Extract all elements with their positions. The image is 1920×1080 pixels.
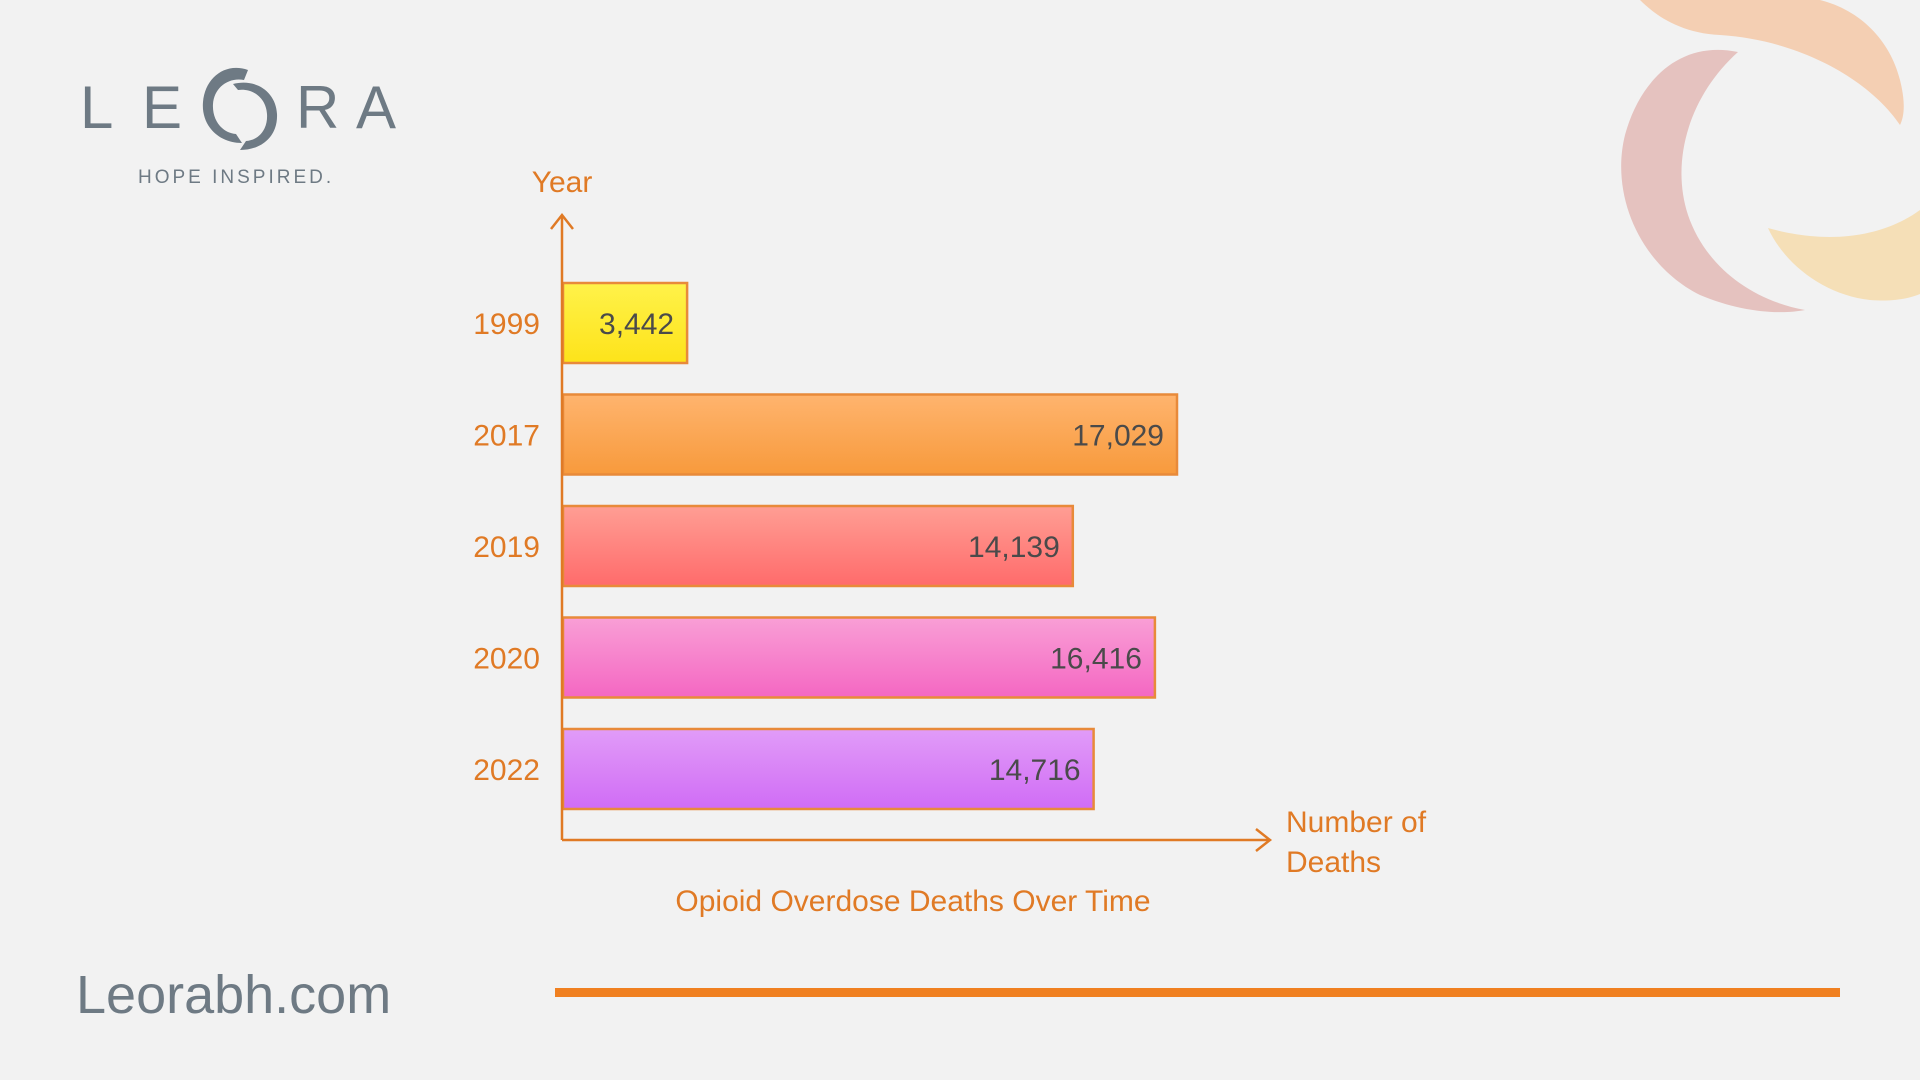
bar-2017 <box>561 393 1179 476</box>
x-axis-label-line-2: Deaths <box>1286 846 1381 879</box>
y-axis-label: Year <box>532 166 593 199</box>
logo-letter-l: L <box>80 74 113 141</box>
bar-value-label-2022: 14,716 <box>989 754 1081 787</box>
logo-letter-a: A <box>356 74 396 141</box>
logo-letter-e: E <box>142 74 182 141</box>
category-label-1999: 1999 <box>473 308 540 341</box>
chart-title: Opioid Overdose Deaths Over Time <box>675 885 1150 918</box>
bar-value-label-2020: 16,416 <box>1050 643 1142 676</box>
logo-letter-r: R <box>296 74 339 141</box>
website-url: Leorabh.com <box>76 965 391 1025</box>
decorative-swirl-graphic <box>1621 0 1920 313</box>
bar-2019 <box>561 504 1075 588</box>
bar-chart: 3,442 1999 17,029 2017 14,139 2019 16,416 2020 1… <box>473 166 1426 918</box>
bar-value-label-1999: 3,442 <box>599 308 674 341</box>
leora-logo: L E O R A HOPE INSPIRED. <box>0 0 396 188</box>
bars-group: 3,442 1999 17,029 2017 14,139 2019 16,416 2020 1… <box>473 281 1179 811</box>
logo-letter-o: O <box>0 0 1 1</box>
x-axis-arrow-icon <box>1255 828 1273 852</box>
logo-tagline: HOPE INSPIRED. <box>138 167 334 188</box>
category-label-2017: 2017 <box>473 420 540 453</box>
category-label-2019: 2019 <box>473 531 540 564</box>
bar-value-label-2017: 17,029 <box>1072 420 1164 453</box>
logo-swirl-o-icon: O <box>0 0 278 150</box>
category-label-2020: 2020 <box>473 643 540 676</box>
footer-accent-line <box>555 988 1840 997</box>
y-axis-arrow-icon <box>550 212 574 230</box>
bar-2022 <box>561 727 1095 811</box>
x-axis-label-line-1: Number of <box>1286 806 1427 839</box>
category-label-2022: 2022 <box>473 754 540 787</box>
bar-2020 <box>561 616 1157 699</box>
bar-value-label-2019: 14,139 <box>968 531 1060 564</box>
axes-group <box>550 212 1273 852</box>
